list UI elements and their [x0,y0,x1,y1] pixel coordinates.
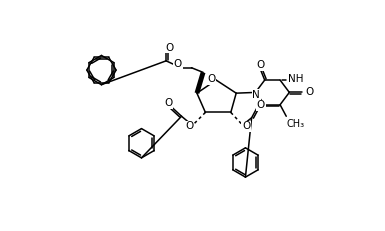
Text: O: O [174,59,182,69]
Text: O: O [257,100,265,110]
Text: O: O [166,43,174,53]
Text: O: O [164,98,172,108]
Text: O: O [256,61,264,70]
Text: O: O [185,121,193,131]
Text: N: N [252,90,260,100]
Text: O: O [208,74,216,84]
Text: NH: NH [288,74,303,84]
Text: O: O [306,87,314,97]
Text: O: O [242,121,250,131]
Text: CH₃: CH₃ [286,119,305,129]
